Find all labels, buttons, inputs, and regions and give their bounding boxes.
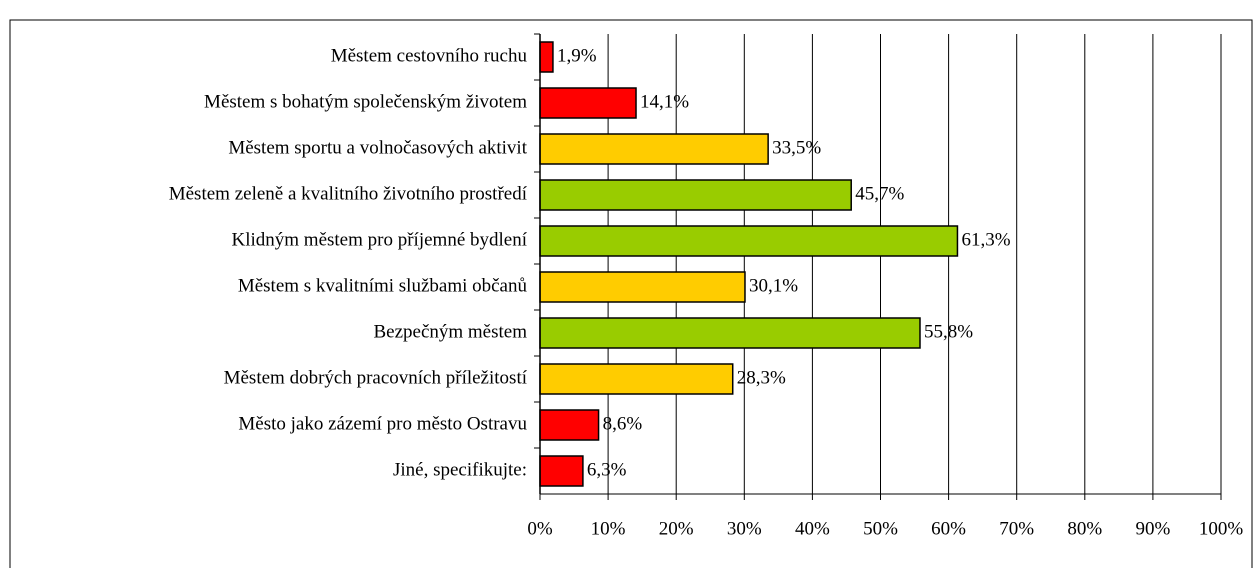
x-tick-label: 40% (795, 518, 830, 539)
value-label: 61,3% (961, 229, 1010, 250)
y-tick-label: Bezpečným městem (373, 321, 527, 342)
x-tick-label: 80% (1067, 518, 1102, 539)
bar (539, 363, 734, 395)
x-tick-label: 70% (999, 518, 1034, 539)
value-label: 1,9% (557, 45, 597, 66)
y-tick-label: Městem zeleně a kvalitního životního pro… (169, 183, 528, 204)
y-tick-label: Městem s bohatým společenským životem (204, 91, 527, 112)
x-tick-label: 90% (1135, 518, 1170, 539)
y-tick-label: Klidným městem pro příjemné bydlení (231, 229, 527, 250)
bar (539, 41, 554, 73)
y-tick-label: Městem s kvalitními službami občanů (238, 275, 528, 296)
bar (539, 133, 769, 165)
bar (539, 179, 852, 211)
value-label: 28,3% (737, 367, 786, 388)
value-label: 45,7% (855, 183, 904, 204)
value-label: 30,1% (749, 275, 798, 296)
x-tick-label: 50% (863, 518, 898, 539)
x-tick-label: 60% (931, 518, 966, 539)
value-label: 55,8% (924, 321, 973, 342)
y-tick-label: Jiné, specifikujte: (393, 459, 527, 480)
x-tick-label: 20% (659, 518, 694, 539)
bar (539, 225, 959, 257)
value-label: 14,1% (640, 91, 689, 112)
y-tick-label: Městem dobrých pracovních příležitostí (224, 367, 528, 388)
bar (539, 409, 600, 441)
value-label: 8,6% (603, 413, 643, 434)
y-tick-label: Město jako zázemí pro město Ostravu (238, 413, 527, 434)
y-tick-label: Městem cestovního ruchu (331, 45, 528, 66)
bar (539, 87, 637, 119)
value-label: 6,3% (587, 459, 627, 480)
bar (539, 271, 746, 303)
bar (539, 317, 921, 349)
x-tick-label: 10% (591, 518, 626, 539)
x-tick-label: 100% (1199, 518, 1244, 539)
value-label: 33,5% (772, 137, 821, 158)
bar (539, 455, 584, 487)
x-tick-label: 0% (527, 518, 553, 539)
x-tick-label: 30% (727, 518, 762, 539)
y-tick-label: Městem sportu a volnočasových aktivit (228, 137, 527, 158)
